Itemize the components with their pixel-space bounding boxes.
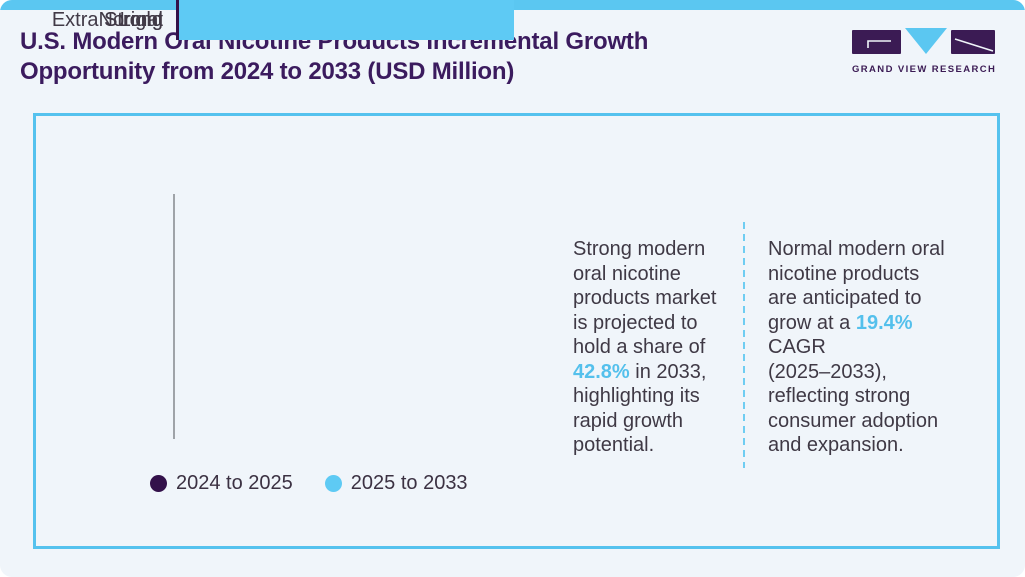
bar-segment-2025-2033	[179, 0, 205, 40]
category-label: Extra Strong	[51, 9, 163, 31]
insight-text-before: Normal modern oral nicotine products are…	[768, 238, 945, 334]
legend-swatch-dark-icon	[150, 475, 167, 492]
chart-axis-line	[173, 194, 175, 439]
gvr-logo-icon	[852, 28, 995, 54]
category-label: Strong	[104, 9, 163, 31]
grand-view-research-logo: GRAND VIEW RESEARCH	[852, 28, 995, 75]
insight-text-normal: Normal modern oral nicotine products are…	[768, 237, 978, 458]
insight-text-strong: Strong modern oral nicotine products mar…	[573, 237, 748, 458]
chart-panel	[33, 113, 1000, 549]
legend-swatch-blue-icon	[324, 475, 342, 492]
insight-text-before: Strong modern oral nicotine products mar…	[573, 238, 717, 358]
category-label: Light	[119, 9, 163, 31]
highlight-percent: 19.4%	[855, 311, 913, 334]
insight-text-after: in 2033, highlighting its rapid growth p…	[573, 360, 707, 457]
logo-wordmark: GRAND VIEW RESEARCH	[852, 64, 997, 75]
legend-label: 2024 to 2025	[176, 472, 293, 494]
dashed-divider	[743, 222, 745, 468]
bar-row-light: Light	[40, 0, 205, 40]
legend-label: 2025 to 2033	[350, 472, 468, 494]
highlight-percent: 42.8%	[573, 360, 630, 383]
legend-item-2025-2033: 2025 to 2033	[324, 472, 468, 495]
chart-legend: 2024 to 2025 2025 to 2033	[150, 472, 468, 495]
legend-item-2024-2025: 2024 to 2025	[150, 472, 293, 495]
insight-text-after: CAGR (2025–2033), reflecting strong cons…	[768, 336, 939, 456]
category-label: Normal	[98, 9, 163, 31]
bar-segment-2024-2025	[176, 0, 179, 40]
